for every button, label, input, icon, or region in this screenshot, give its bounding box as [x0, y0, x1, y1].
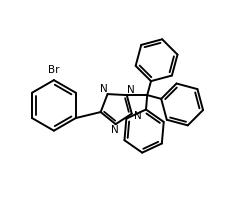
Text: N: N: [134, 111, 141, 121]
Text: N: N: [100, 84, 108, 94]
Text: N: N: [111, 125, 119, 135]
Text: N: N: [127, 85, 135, 95]
Text: Br: Br: [48, 65, 60, 75]
